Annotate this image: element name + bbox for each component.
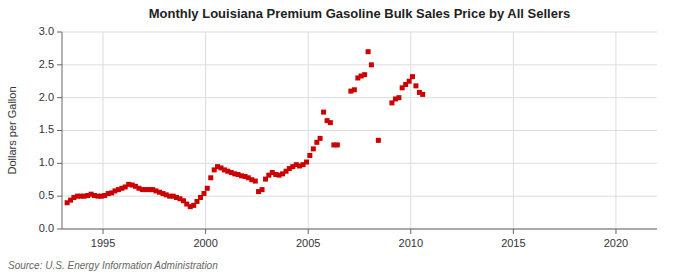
tick-label-x: 2010 [399,237,423,249]
point [304,160,309,165]
tick-label-y: 0.0 [39,222,54,234]
tick-label-y: 1.0 [39,156,54,168]
points [65,49,426,209]
point [407,79,412,84]
tick-y [57,196,62,197]
point [208,175,213,180]
point [311,146,316,151]
grid-line-x [205,32,206,229]
grid-line-y [62,130,657,131]
tick-x [410,229,411,234]
source-note: Source: U.S. Energy Information Administ… [8,260,218,271]
point [321,110,326,115]
grid-line-y [62,32,657,33]
y-axis-line [62,32,63,229]
point [396,95,401,100]
tick-y [57,229,62,230]
point [260,187,265,192]
point [376,138,381,143]
tick-label-y: 0.5 [39,189,54,201]
point [410,74,415,79]
grid-line-x [615,32,616,229]
tick-y [57,32,62,33]
grid-line-y [62,64,657,65]
point [328,120,333,125]
tick-label-y: 3.0 [39,25,54,37]
grid-line-x [410,32,411,229]
tick-label-x: 2015 [501,237,525,249]
tick-label-y: 2.0 [39,91,54,103]
tick-label-x: 2000 [193,237,217,249]
grid-line-y [62,97,657,98]
tick-label-y: 2.5 [39,58,54,70]
grid-line-x [513,32,514,229]
tick-x [103,229,104,234]
grid-line-x [308,32,309,229]
point [352,87,357,92]
tick-y [57,97,62,98]
point [253,179,258,184]
point [420,92,425,97]
grid-line-y [62,196,657,197]
tick-x [513,229,514,234]
point [366,49,371,54]
point [307,153,312,158]
tick-label-x: 2005 [296,237,320,249]
tick-label-x: 2020 [604,237,628,249]
tick-x [205,229,206,234]
tick-label-x: 1995 [91,237,115,249]
tick-y [57,130,62,131]
grid-line-y [62,163,657,164]
tick-y [57,163,62,164]
tick-y [57,64,62,65]
x-axis-line [62,229,657,230]
grid-line-y [62,229,657,230]
tick-label-y: 1.5 [39,123,54,135]
title: Monthly Louisiana Premium Gasoline Bulk … [149,6,570,21]
grid [62,32,657,229]
tick-x [615,229,616,234]
point [201,191,206,196]
point [413,83,418,88]
point [205,186,210,191]
y-axis-label: Dollars per Gallon [6,86,18,174]
point [318,136,323,141]
chart: 0.0 0.5 1.0 1.5 2.0 2.5 3.0 1995 2000 2005 2010 201… [0,0,675,275]
tick-x [308,229,309,234]
grid-line-x [103,32,104,229]
axes: 0.0 0.5 1.0 1.5 2.0 2.5 3.0 1995 2000 2005 2010 201… [39,25,657,249]
point [362,72,367,77]
point [335,142,340,147]
point [369,62,374,67]
